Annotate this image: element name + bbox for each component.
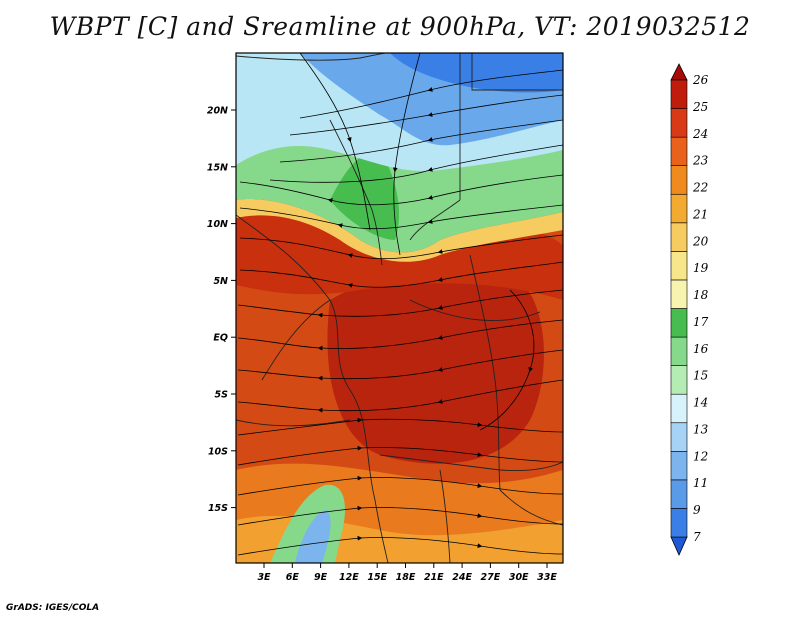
colorbar-label: 17: [693, 315, 709, 329]
longitude-axis: 3E 6E 9E 12E 15E 18E 21E 24E 27E 30E 33E: [257, 563, 557, 583]
colorbar-label: 12: [693, 449, 708, 463]
colorbar-swatch: [670, 79, 688, 109]
lon-label: 27E: [481, 572, 501, 583]
colorbar-swatch: [670, 193, 688, 224]
lon-label: 12E: [339, 572, 359, 583]
colorbar-swatch: [670, 393, 688, 424]
colorbar-label: 15: [693, 369, 708, 383]
lon-label: 30E: [509, 572, 529, 583]
colorbar-label: 18: [693, 288, 709, 302]
colorbar-swatch: [670, 251, 688, 281]
lat-label: 15N: [207, 162, 228, 173]
latitude-axis: 20N 15N 10N 5N EQ 5S 10S 15S: [207, 106, 236, 514]
colorbar-label: 21: [692, 207, 708, 221]
field-north-darkgreen: [330, 150, 400, 240]
colorbar-swatch: [670, 479, 688, 509]
colorbar-label: 23: [692, 154, 709, 168]
field-core-darkred: [327, 269, 544, 464]
colorbar-bottom-arrow: [670, 536, 688, 556]
colorbar-label: 13: [693, 422, 709, 436]
lat-label: 10S: [208, 446, 228, 457]
colorbar-swatch: [670, 365, 688, 395]
colorbar-swatch: [670, 422, 688, 452]
grads-credit: GrADS: IGES/COLA: [6, 603, 100, 613]
colorbar-swatch: [670, 508, 688, 538]
colorbar-swatch: [670, 108, 688, 138]
lon-label: 15E: [367, 572, 387, 583]
colorbar: 7 9 11 12 13 14 15 16 17 18 19 20 21 22 23 24 25 26: [670, 63, 709, 556]
map-title: WBPT [C] and Sreamline at 900hPa, VT: 20…: [49, 12, 751, 41]
colorbar-swatch: [670, 279, 688, 309]
colorbar-top-arrow: [670, 63, 688, 81]
lon-label: 24E: [452, 572, 472, 583]
colorbar-label: 22: [692, 181, 708, 195]
lat-label: 5S: [215, 390, 229, 401]
lon-label: 3E: [257, 572, 271, 583]
streamlines: [237, 53, 563, 556]
colorbar-label: 16: [693, 342, 709, 356]
colorbar-swatch: [670, 165, 688, 195]
colorbar-label: 20: [692, 234, 709, 248]
colorbar-label: 7: [693, 530, 701, 544]
map-frame: [235, 52, 564, 564]
lon-label: 18E: [396, 572, 416, 583]
field-north-deepblue: [390, 53, 563, 93]
lon-label: 33E: [537, 572, 557, 583]
colorbar-label: 14: [693, 396, 708, 410]
lat-label: EQ: [213, 333, 228, 344]
colorbar-swatch: [670, 336, 688, 366]
lon-label: 6E: [286, 572, 300, 583]
lat-label: 20N: [207, 106, 228, 117]
colorbar-swatch: [670, 451, 688, 481]
colorbar-label: 11: [693, 476, 708, 490]
lon-label: 9E: [314, 572, 328, 583]
field-sw-blue: [295, 510, 331, 563]
colorbar-swatch: [670, 222, 688, 252]
colorbar-label: 26: [692, 73, 709, 87]
colorbar-label: 9: [693, 503, 701, 517]
colorbar-label: 19: [693, 261, 709, 275]
colorbar-swatch: [670, 308, 688, 338]
field-north-lightorange: [236, 199, 563, 262]
colorbar-label: 24: [692, 127, 708, 141]
colorbar-swatch: [670, 136, 688, 166]
lat-label: 15S: [208, 503, 228, 514]
colorbar-label: 25: [692, 100, 708, 114]
lat-label: 10N: [207, 219, 228, 230]
lat-label: 5N: [213, 276, 228, 287]
lon-label: 21E: [424, 572, 444, 583]
